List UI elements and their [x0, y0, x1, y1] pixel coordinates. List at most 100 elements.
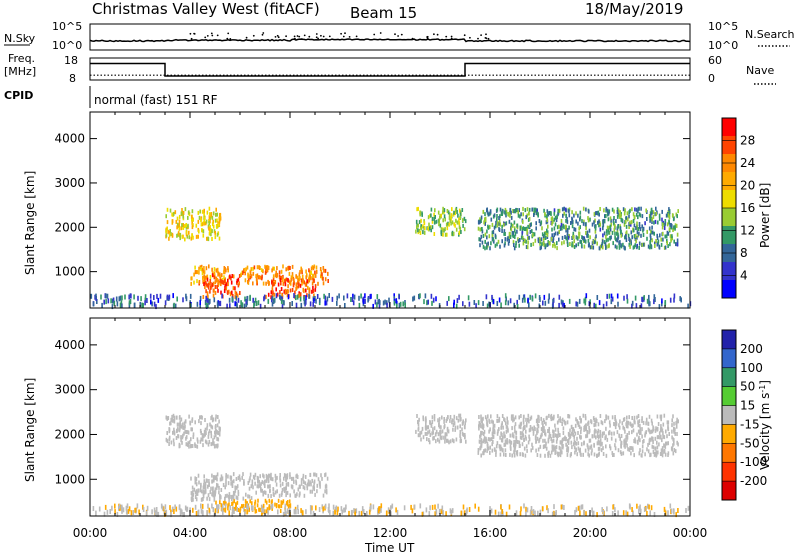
heatmap-cell — [320, 274, 322, 279]
heatmap-cell — [313, 293, 315, 298]
heatmap-cell — [622, 425, 624, 430]
heatmap-cell — [217, 415, 219, 419]
heatmap-cell — [570, 452, 572, 456]
heatmap-cell — [619, 210, 621, 215]
colorbar-swatch — [722, 481, 736, 501]
heatmap-cell — [533, 213, 535, 217]
heatmap-cell — [190, 444, 193, 448]
heatmap-cell — [433, 212, 435, 217]
nsearch-dot — [193, 32, 196, 35]
heatmap-cell — [207, 484, 209, 489]
heatmap-cell — [182, 512, 184, 517]
heatmap-cell — [583, 236, 586, 241]
heatmap-cell — [281, 491, 283, 496]
heatmap-cell — [580, 430, 582, 435]
heatmap-cell — [258, 275, 260, 280]
heatmap-cell — [453, 222, 455, 227]
heatmap-cell — [385, 510, 388, 516]
heatmap-cell — [516, 452, 519, 457]
heatmap-cell — [595, 429, 597, 434]
heatmap-cell — [198, 215, 201, 220]
heatmap-cell — [631, 446, 634, 451]
heatmap-cell — [609, 444, 611, 449]
heatmap-cell — [623, 417, 626, 422]
heatmap-cell — [427, 215, 430, 220]
heatmap-cell — [295, 509, 297, 515]
heatmap-cell — [503, 229, 506, 234]
heatmap-cell — [533, 232, 536, 237]
heatmap-cell — [271, 295, 274, 301]
heatmap-cell — [250, 484, 253, 489]
heatmap-cell — [637, 215, 639, 220]
heatmap-cell — [562, 431, 565, 435]
heatmap-cell — [584, 424, 587, 429]
heatmap-cell — [477, 448, 480, 452]
heatmap-cell — [313, 278, 315, 283]
heatmap-cell — [522, 294, 525, 300]
heatmap-cell — [197, 234, 199, 239]
heatmap-cell — [272, 299, 275, 304]
heatmap-cell — [636, 235, 638, 240]
heatmap-cell — [322, 281, 325, 286]
heatmap-cell — [182, 214, 184, 219]
heatmap-cell — [620, 233, 623, 238]
heatmap-cell — [319, 267, 322, 271]
heatmap-cell — [572, 243, 574, 248]
heatmap-cell — [355, 508, 358, 514]
heatmap-cell — [528, 428, 531, 433]
heatmap-cell — [661, 298, 663, 304]
heatmap-cell — [282, 499, 285, 504]
heatmap-cell — [286, 508, 289, 514]
heatmap-cell — [223, 275, 225, 280]
heatmap-cell — [324, 503, 327, 509]
heatmap-cell — [181, 440, 183, 445]
heatmap-cell — [264, 484, 266, 488]
heatmap-cell — [512, 414, 514, 419]
heatmap-cell — [461, 427, 463, 432]
heatmap-cell — [454, 427, 456, 432]
heatmap-cell — [602, 226, 604, 231]
heatmap-cell — [243, 479, 245, 484]
heatmap-cell — [653, 299, 655, 305]
colorbar-swatch — [722, 367, 736, 388]
heatmap-cell — [547, 429, 549, 433]
heatmap-cell — [492, 427, 494, 432]
heatmap-cell — [558, 418, 560, 423]
heatmap-cell — [282, 511, 285, 517]
heatmap-cell — [235, 295, 238, 301]
heatmap-cell — [167, 229, 169, 234]
heatmap-cell — [626, 294, 628, 300]
heatmap-cell — [508, 211, 511, 216]
heatmap-cell — [613, 227, 616, 232]
heatmap-cell — [623, 439, 625, 444]
heatmap-cell — [431, 216, 434, 221]
heatmap-cell — [607, 415, 610, 420]
heatmap-cell — [302, 278, 304, 283]
heatmap-cell — [447, 415, 449, 420]
heatmap-cell — [494, 224, 497, 229]
heatmap-cell — [310, 482, 312, 487]
heatmap-cell — [496, 414, 499, 419]
heatmap-cell — [496, 207, 499, 212]
heatmap-cell — [484, 246, 486, 251]
x-tick-label: 00:00 — [673, 526, 708, 540]
heatmap-cell — [534, 293, 537, 299]
heatmap-cell — [526, 421, 528, 426]
heatmap-cell — [566, 420, 569, 425]
heatmap-cell — [308, 287, 311, 292]
heatmap-cell — [128, 506, 131, 512]
heatmap-cell — [426, 432, 428, 436]
heatmap-cell — [583, 244, 586, 249]
heatmap-cell — [619, 226, 622, 231]
heatmap-cell — [403, 505, 406, 511]
heatmap-cell — [203, 474, 205, 479]
heatmap-cell — [173, 419, 176, 424]
heatmap-cell — [607, 217, 610, 222]
heatmap-cell — [576, 419, 578, 424]
heatmap-cell — [247, 494, 249, 499]
heatmap-cell — [216, 437, 218, 441]
heatmap-cell — [522, 420, 525, 425]
heatmap-cell — [580, 442, 583, 447]
heatmap-cell — [521, 435, 523, 440]
heatmap-cell — [433, 232, 436, 236]
